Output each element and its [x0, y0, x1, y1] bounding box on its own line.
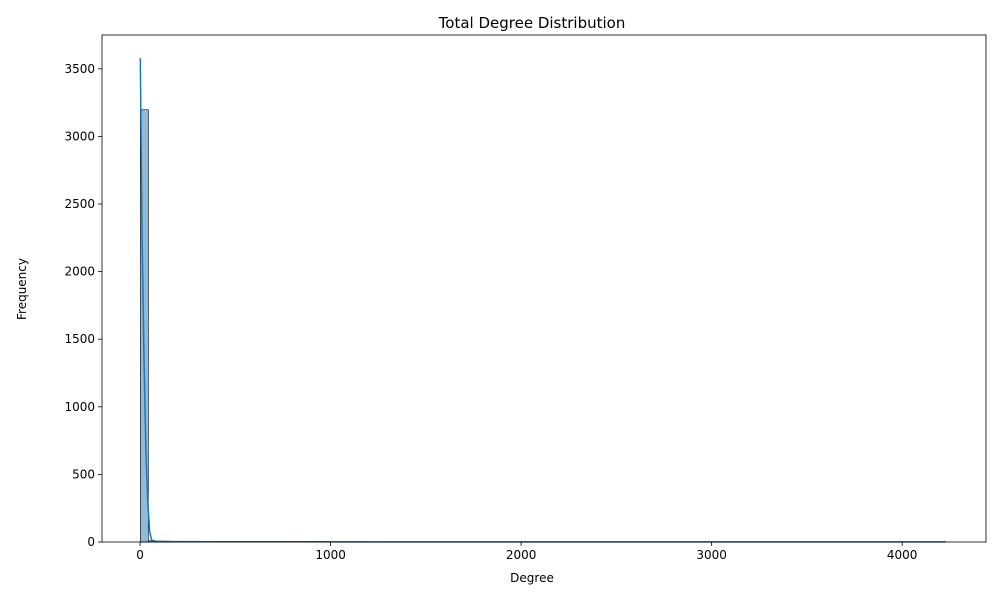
x-axis-label: Degree	[510, 571, 554, 585]
plot-frame	[101, 34, 987, 543]
x-tick-label: 0	[136, 548, 144, 562]
y-tick-label: 1000	[64, 400, 95, 414]
y-tick-label: 0	[87, 535, 95, 549]
x-tick-label: 2000	[506, 548, 537, 562]
y-tick-label: 500	[72, 467, 95, 481]
x-tick-label: 3000	[696, 548, 727, 562]
y-tick-label: 1500	[64, 332, 95, 346]
histogram-bars	[139, 109, 947, 543]
y-tick-label: 3500	[64, 62, 95, 76]
y-tick-label: 3000	[64, 129, 95, 143]
y-tick-label: 2000	[64, 265, 95, 279]
x-tick-label: 4000	[887, 548, 918, 562]
kde-line	[139, 57, 946, 543]
y-axis-label: Frequency	[15, 258, 29, 320]
y-tick-label: 2500	[64, 197, 95, 211]
x-tick-label: 1000	[315, 548, 346, 562]
chart-title: Total Degree Distribution	[438, 14, 626, 32]
y-axis-ticks: 0 500 1000 1500 2000 2500 3000 3500	[64, 62, 102, 549]
x-axis-ticks: 0 1000 2000 3000 4000	[136, 542, 917, 562]
